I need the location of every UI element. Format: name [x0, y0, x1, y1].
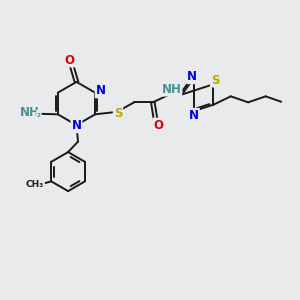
Text: N: N [187, 70, 197, 83]
Text: N: N [189, 109, 199, 122]
Text: O: O [153, 118, 163, 132]
Text: O: O [64, 53, 75, 67]
Text: S: S [114, 106, 122, 120]
Text: ₂: ₂ [37, 110, 41, 119]
Text: NH: NH [20, 106, 40, 119]
Text: N: N [96, 84, 106, 98]
Text: NH: NH [161, 82, 181, 96]
Text: CH₃: CH₃ [26, 180, 44, 190]
Text: N: N [71, 119, 82, 132]
Text: S: S [211, 74, 219, 87]
